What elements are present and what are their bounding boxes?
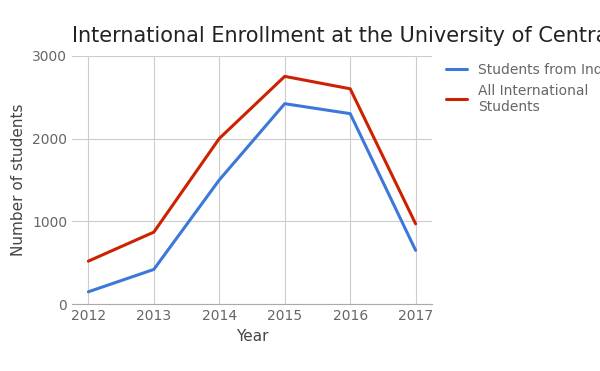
Students from India: [281, 102, 289, 106]
Line: Students from India: Students from India: [88, 104, 416, 292]
Students from India: [412, 248, 419, 253]
Text: International Enrollment at the University of Central Missouri: International Enrollment at the Universi…: [72, 26, 600, 46]
Students from India: [85, 289, 92, 294]
X-axis label: Year: Year: [236, 329, 268, 344]
Students from India: [150, 267, 157, 272]
All International
Students: [85, 259, 92, 263]
All International
Students: [150, 230, 157, 234]
All International
Students: [281, 74, 289, 79]
Students from India: [347, 111, 354, 116]
Y-axis label: Number of students: Number of students: [11, 104, 26, 256]
Legend: Students from India, All International
Students: Students from India, All International S…: [446, 63, 600, 114]
All International
Students: [347, 86, 354, 91]
Students from India: [215, 178, 223, 182]
Line: All International
Students: All International Students: [88, 76, 416, 261]
All International
Students: [215, 136, 223, 141]
All International
Students: [412, 221, 419, 226]
